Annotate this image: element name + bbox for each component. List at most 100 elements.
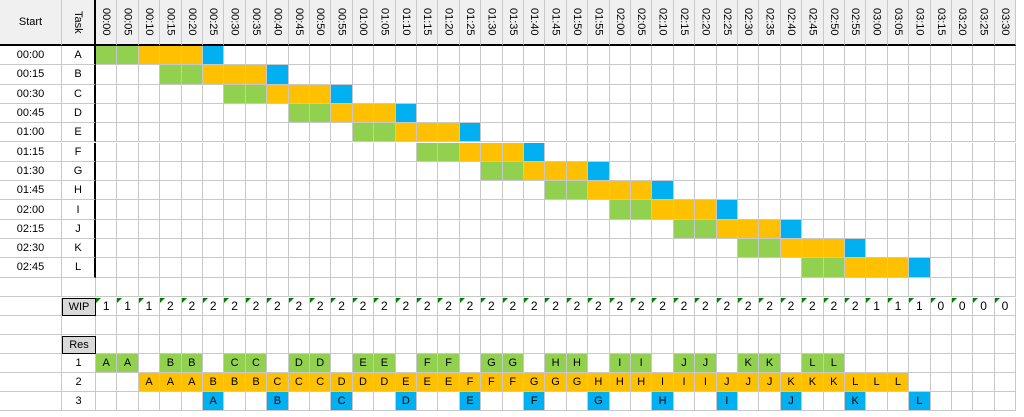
blank-cell[interactable]	[652, 335, 674, 355]
gantt-cell[interactable]	[652, 258, 674, 278]
res-cell[interactable]: L	[866, 372, 888, 392]
time-header-0120[interactable]: 01:20	[438, 0, 460, 46]
res-cell[interactable]: I	[652, 372, 674, 392]
gantt-cell[interactable]	[588, 219, 610, 239]
gantt-cell[interactable]	[845, 46, 867, 66]
gantt-cell[interactable]	[652, 65, 674, 85]
gantt-cell[interactable]	[930, 142, 952, 162]
gantt-cell[interactable]	[738, 258, 760, 278]
res-cell[interactable]: K	[802, 372, 824, 392]
res-cell[interactable]: K	[823, 372, 845, 392]
time-header-0145[interactable]: 01:45	[545, 0, 567, 46]
wip-value[interactable]: 2	[631, 297, 653, 316]
blank-cell[interactable]	[609, 277, 631, 297]
gantt-cell[interactable]	[631, 239, 653, 259]
blank-cell[interactable]	[0, 353, 62, 373]
gantt-cell[interactable]	[759, 103, 781, 124]
blank-cell[interactable]	[631, 277, 653, 297]
gantt-cell[interactable]	[502, 258, 524, 278]
gantt-cell[interactable]	[481, 200, 503, 220]
time-header-0055[interactable]: 00:55	[331, 0, 353, 46]
res-cell[interactable]	[952, 372, 974, 392]
blank-cell[interactable]	[288, 315, 310, 336]
gantt-cell[interactable]	[352, 103, 375, 124]
gantt-cell[interactable]	[716, 239, 738, 259]
gantt-cell[interactable]	[117, 219, 139, 239]
gantt-cell[interactable]	[994, 258, 1017, 278]
gantt-cell[interactable]	[160, 219, 182, 239]
gantt-cell[interactable]	[224, 200, 246, 220]
gantt-cell[interactable]	[845, 200, 867, 220]
blank-cell[interactable]	[331, 277, 353, 297]
blank-cell[interactable]	[652, 277, 674, 297]
gantt-cell[interactable]	[652, 181, 674, 201]
gantt-cell[interactable]	[952, 239, 974, 259]
gantt-cell[interactable]	[331, 239, 353, 259]
gantt-cell[interactable]	[887, 103, 910, 124]
blank-cell[interactable]	[374, 335, 396, 355]
gantt-cell[interactable]	[438, 46, 460, 66]
blank-cell[interactable]	[845, 335, 867, 355]
time-header-0310[interactable]: 03:10	[909, 0, 931, 46]
gantt-cell[interactable]	[887, 258, 910, 278]
blank-cell[interactable]	[866, 335, 888, 355]
gantt-cell[interactable]	[609, 142, 631, 162]
gantt-cell[interactable]	[395, 103, 417, 124]
gantt-cell[interactable]	[652, 46, 674, 66]
res-cell[interactable]: G	[481, 353, 503, 373]
res-cell[interactable]	[738, 391, 760, 411]
gantt-cell[interactable]	[866, 103, 888, 124]
gantt-cell[interactable]	[588, 103, 610, 124]
wip-value[interactable]: 2	[588, 297, 610, 316]
blank-cell[interactable]	[0, 297, 62, 316]
res-cell[interactable]	[288, 391, 310, 411]
gantt-cell[interactable]	[438, 258, 460, 278]
task-cell[interactable]: G	[62, 161, 96, 182]
res-cell[interactable]: I	[716, 391, 738, 411]
blank-cell[interactable]	[331, 315, 353, 336]
gantt-cell[interactable]	[695, 84, 717, 104]
gantt-cell[interactable]	[245, 65, 268, 85]
gantt-cell[interactable]	[780, 239, 803, 259]
blank-cell[interactable]	[673, 277, 696, 297]
gantt-cell[interactable]	[545, 84, 567, 104]
gantt-cell[interactable]	[181, 181, 203, 201]
gantt-cell[interactable]	[588, 239, 610, 259]
blank-cell[interactable]	[652, 315, 674, 336]
gantt-cell[interactable]	[117, 84, 139, 104]
gantt-cell[interactable]	[524, 161, 546, 182]
gantt-cell[interactable]	[930, 239, 952, 259]
wip-value[interactable]: 2	[160, 297, 182, 316]
res-cell[interactable]: F	[438, 353, 460, 373]
gantt-cell[interactable]	[845, 103, 867, 124]
gantt-cell[interactable]	[909, 65, 931, 85]
gantt-cell[interactable]	[673, 103, 696, 124]
gantt-cell[interactable]	[502, 123, 524, 143]
gantt-cell[interactable]	[631, 219, 653, 239]
gantt-cell[interactable]	[96, 84, 118, 104]
gantt-cell[interactable]	[845, 181, 867, 201]
res-cell[interactable]	[973, 372, 995, 392]
gantt-cell[interactable]	[138, 258, 161, 278]
gantt-cell[interactable]	[438, 123, 460, 143]
gantt-cell[interactable]	[738, 123, 760, 143]
gantt-cell[interactable]	[994, 161, 1017, 182]
res-cell[interactable]: G	[524, 372, 546, 392]
gantt-cell[interactable]	[759, 123, 781, 143]
gantt-cell[interactable]	[802, 161, 824, 182]
res-cell[interactable]: E	[374, 353, 396, 373]
blank-cell[interactable]	[459, 277, 482, 297]
gantt-cell[interactable]	[245, 239, 268, 259]
blank-cell[interactable]	[245, 277, 268, 297]
time-header-0200[interactable]: 02:00	[609, 0, 631, 46]
gantt-cell[interactable]	[459, 84, 482, 104]
wip-value[interactable]: 0	[930, 297, 952, 316]
gantt-cell[interactable]	[524, 219, 546, 239]
gantt-cell[interactable]	[245, 200, 268, 220]
gantt-cell[interactable]	[502, 161, 524, 182]
gantt-cell[interactable]	[181, 200, 203, 220]
gantt-cell[interactable]	[973, 239, 995, 259]
res-cell[interactable]	[267, 353, 289, 373]
gantt-cell[interactable]	[310, 84, 332, 104]
res-cell[interactable]: H	[609, 372, 631, 392]
